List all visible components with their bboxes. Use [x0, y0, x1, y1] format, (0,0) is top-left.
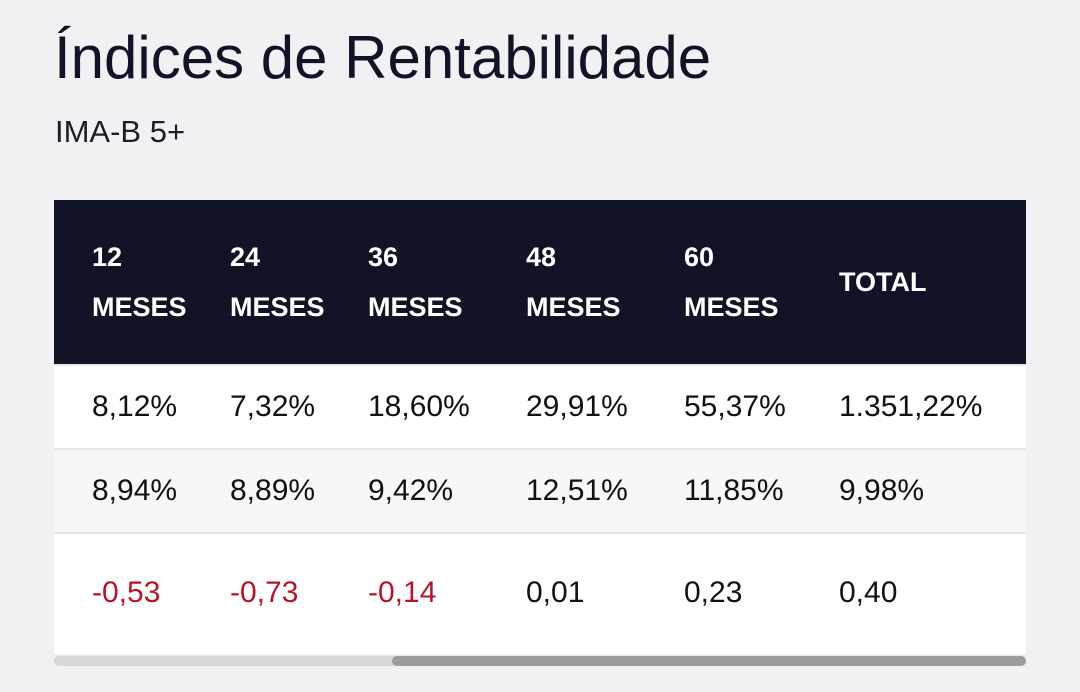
table-cell: 12,51% — [526, 474, 628, 507]
table-cell: 0,40 — [839, 575, 898, 609]
table-cell-negative: -0,73 — [230, 575, 299, 609]
table-row: -0,53 -0,73 -0,14 0,01 0,23 0,40 — [54, 533, 1026, 651]
header-12-meses: 12 MESES — [54, 200, 192, 365]
table-cell: 8,89% — [230, 474, 316, 507]
table-row: 8,12% 7,32% 18,60% 29,91% 55,37% 1.351,2… — [54, 365, 1026, 449]
table-cell: 29,91% — [526, 390, 628, 423]
header-line2: MESES — [368, 292, 463, 322]
page-title: Índices de Rentabilidade — [54, 24, 712, 91]
table-cell-negative: -0,14 — [368, 575, 437, 609]
header-36-meses: 36 MESES — [330, 200, 488, 365]
scrollbar-thumb[interactable] — [392, 656, 1026, 666]
header-line1: 48 — [526, 242, 557, 272]
table-cell: 8,94% — [92, 474, 178, 507]
table-cell: 11,85% — [684, 474, 784, 507]
header-line2: MESES — [526, 292, 621, 322]
table-cell: 1.351,22% — [839, 390, 983, 423]
header-line1: TOTAL — [839, 267, 927, 297]
table-cell: 9,42% — [368, 474, 454, 507]
table-cell-negative: -0,53 — [92, 575, 161, 609]
table-cell: 0,01 — [526, 575, 585, 609]
returns-table-container[interactable]: 12 MESES 24 MESES 36 MESES 48 MESES 60 MESES … — [54, 200, 1026, 654]
header-line1: 36 — [368, 242, 399, 272]
table-cell: 0,23 — [684, 575, 743, 609]
table-cell: 7,32% — [230, 390, 316, 423]
table-cell: 55,37% — [684, 390, 786, 423]
header-60-meses: 60 MESES — [646, 200, 804, 365]
header-line2: MESES — [230, 292, 325, 322]
header-48-meses: 48 MESES — [488, 200, 646, 365]
returns-table: 12 MESES 24 MESES 36 MESES 48 MESES 60 MESES … — [54, 200, 1026, 651]
table-cell: 8,12% — [92, 390, 178, 423]
horizontal-scrollbar[interactable] — [54, 656, 1026, 666]
table-cell: 9,98% — [839, 474, 925, 507]
header-line1: 24 — [230, 242, 261, 272]
header-line1: 60 — [684, 242, 715, 272]
table-row: 8,94% 8,89% 9,42% 12,51% 11,85% 9,98% — [54, 449, 1026, 533]
header-line2: MESES — [92, 292, 187, 322]
header-line2: MESES — [684, 292, 779, 322]
header-24-meses: 24 MESES — [192, 200, 330, 365]
header-total: TOTAL — [804, 200, 1026, 365]
table-cell: 18,60% — [368, 390, 470, 423]
header-line1: 12 — [92, 242, 123, 272]
table-header-row: 12 MESES 24 MESES 36 MESES 48 MESES 60 MESES … — [54, 200, 1026, 365]
index-subtitle: IMA-B 5+ — [55, 114, 186, 149]
